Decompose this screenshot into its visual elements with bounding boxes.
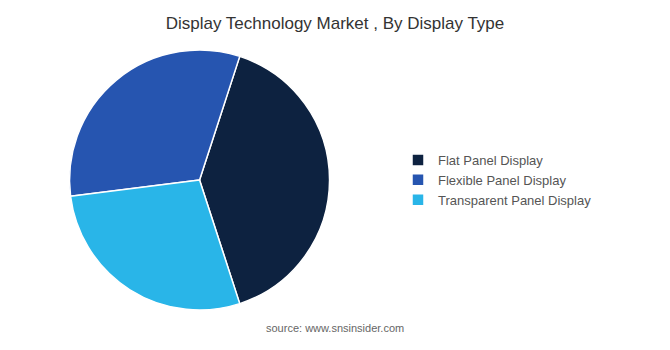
svg-text:Flat Panel Display: Flat Panel Display [438, 153, 543, 168]
svg-text:Flexible Panel Display: Flexible Panel Display [438, 173, 566, 188]
svg-text:Display Technology Market , By: Display Technology Market , By Display T… [166, 14, 505, 33]
svg-text:source: www.snsinsider.com: source: www.snsinsider.com [266, 322, 404, 334]
svg-text:Transparent Panel Display: Transparent Panel Display [438, 193, 591, 208]
